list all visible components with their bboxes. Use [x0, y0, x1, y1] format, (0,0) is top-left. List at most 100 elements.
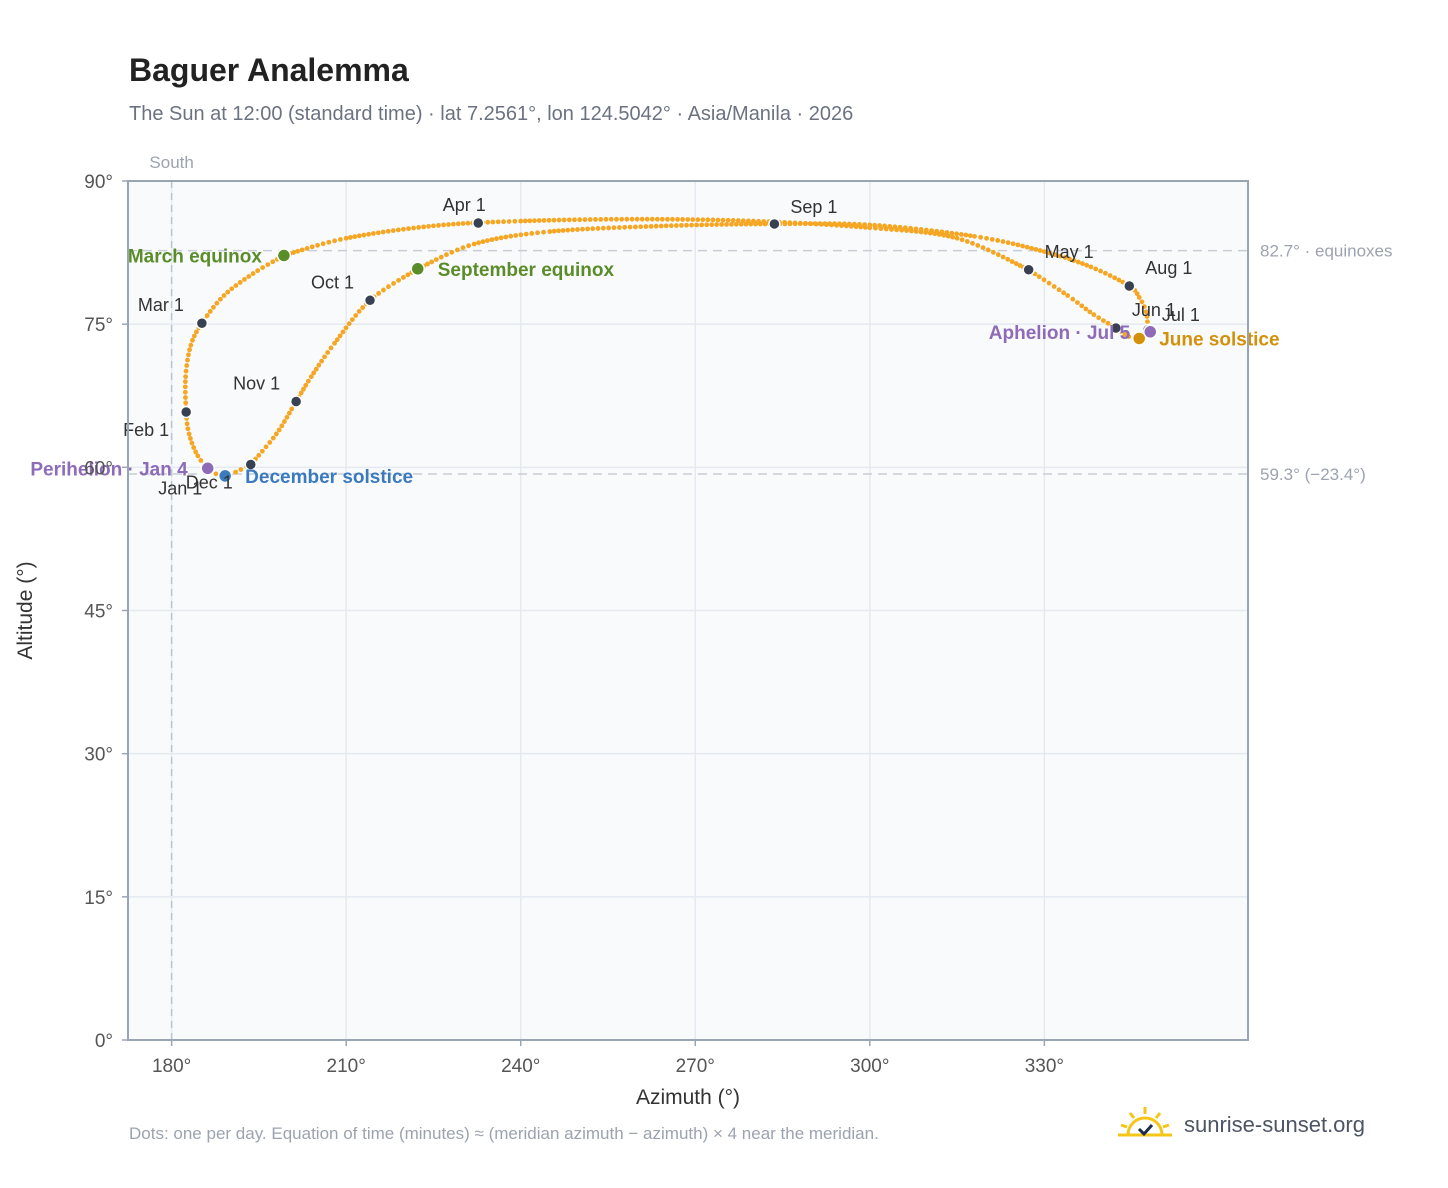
daily-dot — [535, 230, 540, 236]
daily-dot — [501, 219, 506, 225]
chart-subtitle: The Sun at 12:00 (standard time) · lat 7… — [129, 103, 854, 125]
daily-dot — [939, 229, 945, 235]
daily-dot — [1037, 248, 1043, 253]
daily-dot — [954, 231, 960, 237]
daily-dot — [518, 218, 524, 224]
x-tick-label: 300° — [850, 1056, 889, 1077]
daily-dot — [587, 217, 593, 222]
daily-dot — [872, 222, 878, 228]
month-marker — [363, 294, 377, 307]
daily-dot — [990, 249, 996, 255]
event-marker — [1131, 331, 1147, 346]
month-marker — [195, 316, 209, 330]
daily-dot — [729, 221, 734, 227]
daily-dot — [503, 234, 509, 240]
daily-dot — [541, 229, 546, 235]
daily-dot — [950, 234, 956, 240]
daily-dot — [1098, 268, 1103, 274]
daily-dot — [429, 259, 435, 265]
daily-dot — [649, 216, 655, 222]
daily-dot — [508, 233, 514, 239]
daily-dot — [405, 272, 411, 278]
daily-dot — [714, 222, 720, 227]
daily-dot — [846, 221, 852, 227]
daily-dot — [1070, 296, 1076, 302]
daily-dot — [187, 347, 192, 353]
month-marker — [289, 395, 303, 408]
daily-dot — [624, 216, 630, 222]
daily-dot — [892, 224, 898, 230]
daily-dot — [299, 247, 305, 253]
y-tick-label: 15° — [84, 888, 113, 909]
daily-dot — [1126, 334, 1132, 339]
daily-dot — [1013, 261, 1019, 267]
month-marker — [768, 217, 781, 231]
daily-dot — [340, 329, 346, 335]
daily-dot — [595, 226, 601, 231]
month-marker — [1022, 263, 1035, 277]
daily-dot — [465, 220, 471, 226]
daily-dot — [466, 243, 472, 249]
daily-dot — [964, 239, 970, 244]
daily-dot — [735, 218, 741, 223]
month-marker — [244, 458, 258, 471]
daily-dot — [518, 232, 524, 238]
daily-dot — [1041, 277, 1047, 283]
daily-dot — [490, 219, 496, 225]
daily-dot — [460, 245, 466, 251]
daily-dot — [237, 280, 243, 285]
daily-dot — [431, 223, 436, 229]
daily-dot — [485, 238, 490, 244]
x-axis-label: Azimuth (°) — [636, 1086, 740, 1109]
daily-dot — [183, 400, 189, 406]
event-label: June solstice — [1159, 329, 1279, 350]
daily-dot — [705, 217, 711, 223]
daily-dot — [1107, 273, 1113, 278]
daily-dot — [753, 221, 759, 227]
daily-dot — [619, 216, 625, 222]
daily-dot — [663, 223, 669, 229]
month-label: Mar 1 — [138, 295, 184, 315]
daily-dot — [1057, 253, 1063, 259]
daily-dot — [494, 236, 499, 242]
daily-dot — [629, 216, 635, 222]
month-marker — [179, 405, 193, 419]
daily-dot — [695, 217, 701, 223]
daily-dot — [897, 224, 903, 230]
daily-dot — [242, 277, 247, 282]
daily-dot — [512, 218, 518, 224]
daily-dot — [551, 217, 557, 223]
daily-dot — [654, 216, 660, 222]
daily-dot — [913, 226, 919, 232]
daily-dot — [391, 281, 396, 286]
daily-dot — [822, 221, 828, 226]
daily-dot — [700, 217, 706, 223]
daily-dot — [1083, 306, 1089, 312]
daily-dot — [689, 222, 694, 228]
daily-dot — [182, 389, 188, 395]
daily-dot — [572, 217, 577, 223]
daily-dot — [298, 390, 304, 396]
brand-name: sunrise-sunset.org — [1184, 1112, 1365, 1137]
daily-dot — [680, 217, 686, 222]
daily-dot — [985, 247, 991, 253]
daily-dot — [733, 221, 739, 227]
y-tick-label: 90° — [84, 172, 113, 193]
daily-dot — [416, 225, 422, 230]
daily-dot — [1102, 270, 1108, 276]
daily-dot — [995, 252, 1001, 258]
brand[interactable]: sunrise-sunset.org — [1118, 1102, 1365, 1148]
x-tick-label: 240° — [501, 1056, 540, 1077]
y-axis-label: Altitude (°) — [14, 561, 37, 659]
daily-dot — [580, 226, 585, 232]
daily-dot — [184, 363, 190, 368]
daily-dot — [326, 239, 332, 245]
daily-dot — [449, 249, 455, 255]
daily-dot — [303, 382, 309, 388]
daily-dot — [279, 423, 285, 429]
daily-dot — [255, 268, 261, 274]
daily-dot — [352, 234, 358, 240]
daily-dot — [582, 217, 588, 222]
daily-dot — [444, 252, 449, 258]
month-label: Aug 1 — [1145, 258, 1192, 278]
